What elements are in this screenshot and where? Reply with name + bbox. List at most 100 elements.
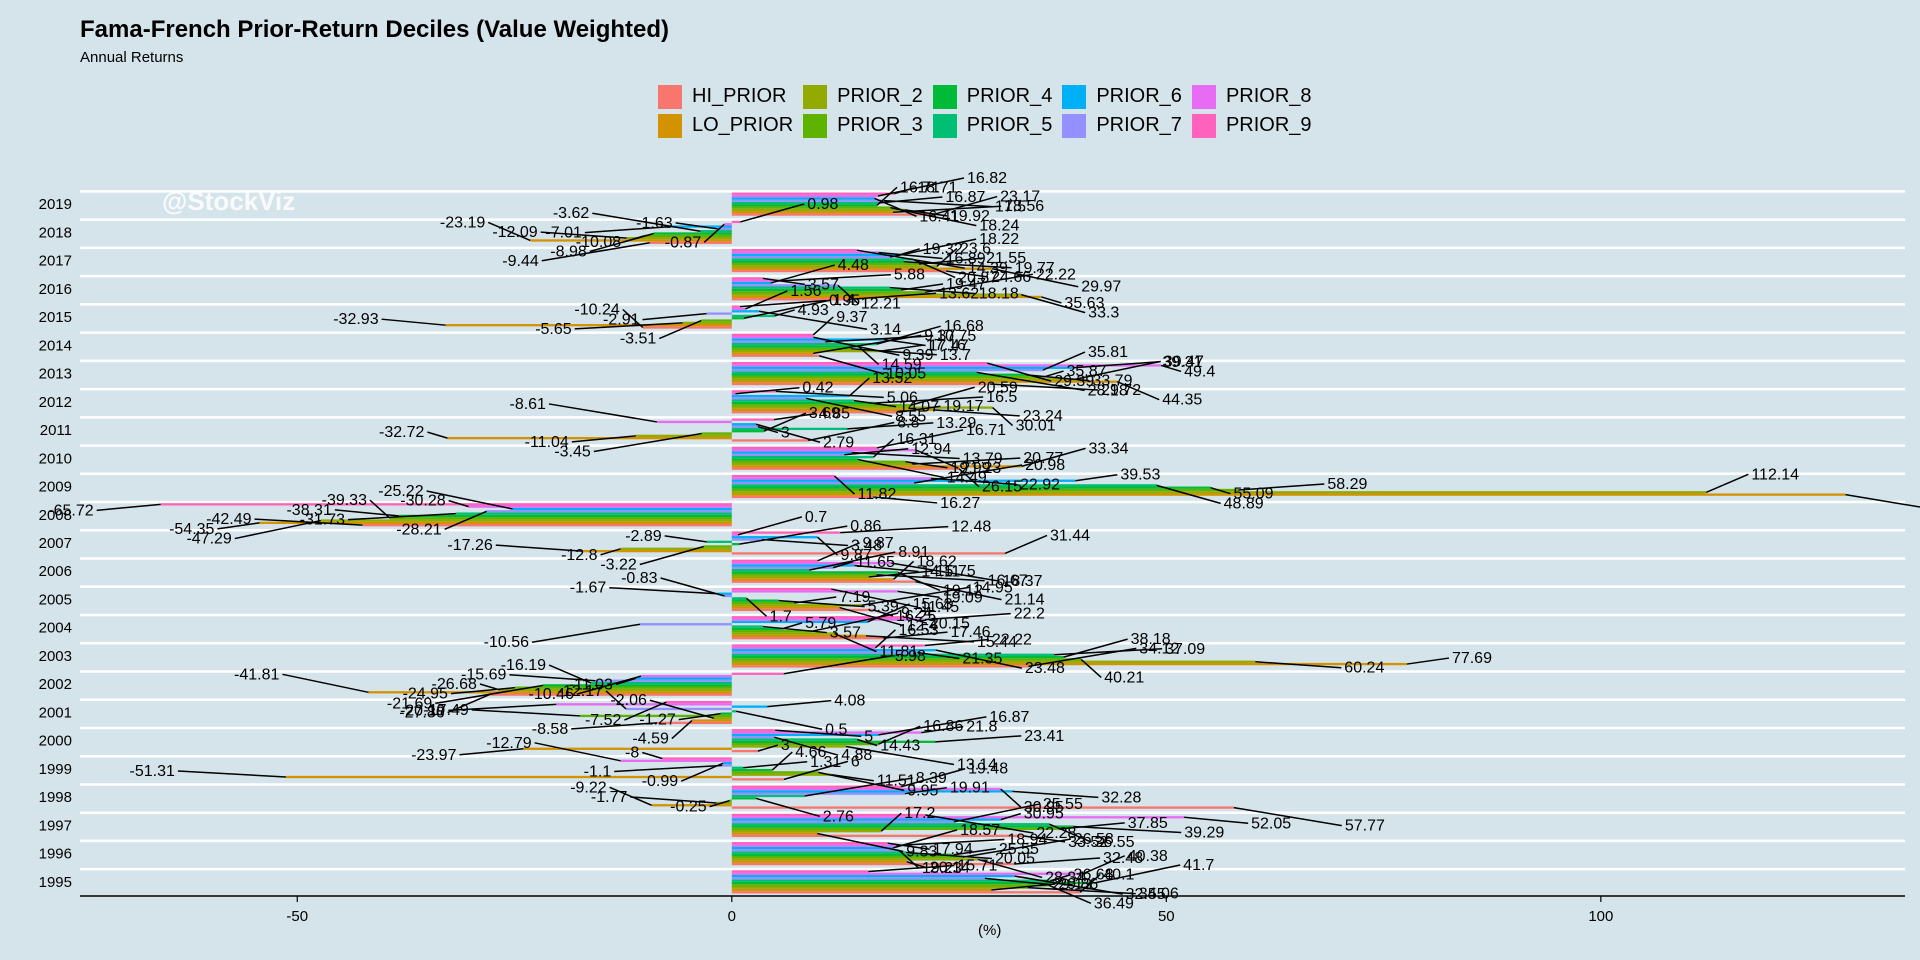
bar xyxy=(731,397,807,400)
label-leader xyxy=(762,277,805,286)
label-leader xyxy=(459,748,524,756)
bar xyxy=(731,486,1211,489)
data-label: 4.88 xyxy=(841,747,872,764)
bar xyxy=(731,253,900,256)
data-label: -39.33 xyxy=(322,492,367,509)
legend-item: PRIOR_4 xyxy=(932,82,1052,111)
bar xyxy=(731,874,1015,878)
data-label: 17.94 xyxy=(933,841,973,858)
data-label: 22.2 xyxy=(1014,606,1045,623)
label-leader xyxy=(865,635,975,643)
bar xyxy=(731,488,1239,492)
data-label: 23.24 xyxy=(1023,408,1063,425)
data-label: 3 xyxy=(781,737,790,754)
y-tick-label: 2006 xyxy=(39,563,72,580)
label-leader xyxy=(874,629,896,649)
bar xyxy=(731,368,1043,372)
bar xyxy=(731,846,894,850)
bar xyxy=(731,658,1082,661)
data-label: 5.88 xyxy=(894,267,925,284)
bar xyxy=(731,446,878,450)
label-leader xyxy=(875,396,984,404)
data-label: 36.68 xyxy=(1074,867,1114,884)
label-leader xyxy=(739,525,848,545)
label-leader xyxy=(897,571,941,592)
bar xyxy=(731,194,878,198)
label-leader xyxy=(924,638,989,647)
label-leader xyxy=(1156,484,1221,505)
data-label: -54.35 xyxy=(169,521,214,538)
bar xyxy=(731,886,1028,889)
data-label: 16.71 xyxy=(966,422,1006,439)
data-label: 13.52 xyxy=(872,370,912,387)
bar xyxy=(724,594,732,598)
bar xyxy=(731,427,848,431)
label-leader xyxy=(832,561,854,569)
bar xyxy=(731,310,760,313)
y-tick-label: 2011 xyxy=(40,422,72,439)
data-label: 16.89 xyxy=(946,250,986,267)
chart-subtitle: Annual Returns xyxy=(80,49,184,66)
data-label: -51.31 xyxy=(130,763,175,780)
label-leader xyxy=(471,709,580,717)
label-leader xyxy=(834,475,856,495)
data-label: 15.44 xyxy=(977,634,1017,651)
bar xyxy=(731,575,869,579)
data-label: -12.8 xyxy=(561,547,598,564)
label-leader xyxy=(1075,473,1118,482)
data-label: 57.77 xyxy=(1345,818,1385,835)
label-leader xyxy=(743,761,808,769)
label-leader xyxy=(1048,884,1092,905)
bar xyxy=(635,677,732,680)
bar xyxy=(731,580,916,583)
data-label: 37.09 xyxy=(1165,641,1205,658)
bar xyxy=(731,844,897,847)
data-label: 16.5 xyxy=(986,389,1017,406)
data-label: -8.98 xyxy=(550,244,587,261)
label-leader xyxy=(767,699,832,708)
label-leader xyxy=(783,655,892,675)
bar xyxy=(731,806,1234,809)
data-label: -17.49 xyxy=(423,702,468,719)
data-label: -38.31 xyxy=(286,502,331,519)
label-leader xyxy=(1050,874,1071,882)
y-tick-label: 2005 xyxy=(39,591,72,608)
label-leader xyxy=(915,449,959,469)
bar xyxy=(731,298,851,301)
bar xyxy=(731,199,884,202)
data-label: 19.91 xyxy=(950,780,990,797)
legend-swatch xyxy=(658,113,682,138)
label-leader xyxy=(347,512,457,521)
label-leader xyxy=(976,371,1085,392)
label-leader xyxy=(889,286,976,295)
label-leader xyxy=(840,525,949,534)
label-leader xyxy=(639,545,705,566)
data-label: 5.39 xyxy=(868,599,899,616)
label-leader xyxy=(773,412,817,421)
data-label: -15.69 xyxy=(461,667,506,684)
bar xyxy=(731,474,835,478)
data-label: 19.48 xyxy=(968,761,1008,778)
data-label: 23.6 xyxy=(960,240,991,257)
bar xyxy=(731,566,834,569)
data-label: 19.47 xyxy=(946,276,986,293)
legend-item: PRIOR_9 xyxy=(1191,111,1312,140)
bar xyxy=(657,721,732,725)
x-tick-label: -50 xyxy=(286,908,308,925)
label-leader xyxy=(851,451,960,460)
y-tick-label: 1996 xyxy=(39,846,72,863)
data-label: -0.83 xyxy=(621,570,658,587)
bar xyxy=(731,785,902,788)
bar xyxy=(666,700,732,704)
y-tick-label: 2004 xyxy=(39,620,72,637)
label-leader xyxy=(817,536,839,556)
label-leader xyxy=(1060,822,1125,830)
legend-item: LO_PRIOR xyxy=(658,111,793,140)
data-label: 1.7 xyxy=(770,608,792,625)
data-label: -2.06 xyxy=(610,692,647,709)
label-leader xyxy=(649,699,715,719)
label-leader xyxy=(904,786,947,795)
data-label: 39.29 xyxy=(1184,825,1224,842)
label-leader xyxy=(878,251,943,260)
label-leader xyxy=(642,751,663,760)
